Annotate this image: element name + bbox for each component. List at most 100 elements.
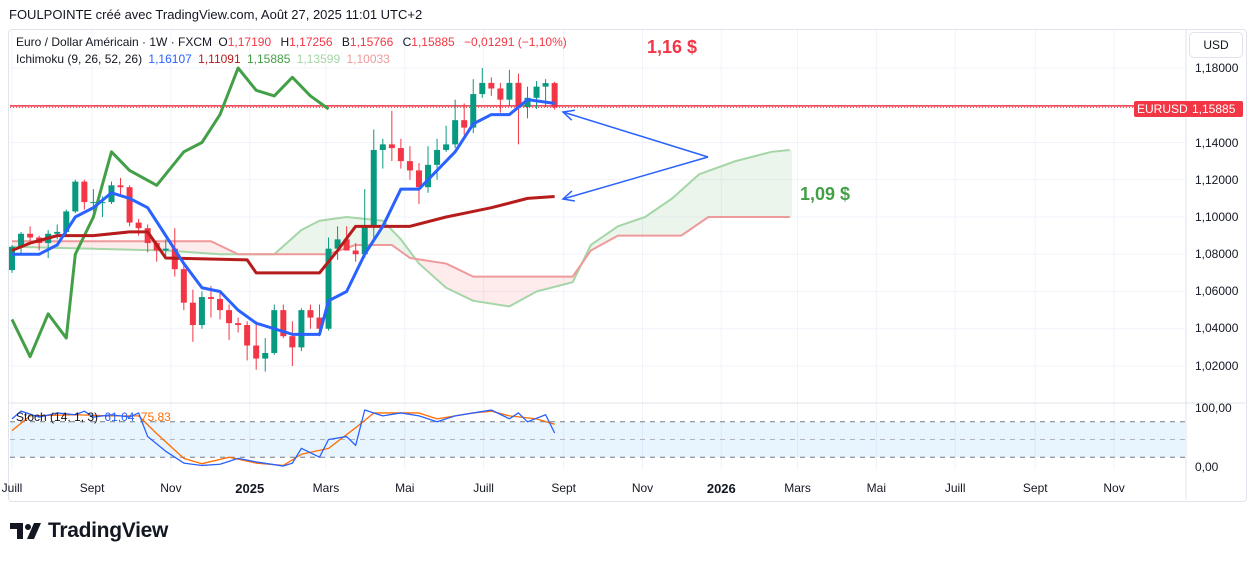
cloud-fill bbox=[462, 271, 465, 297]
cloud-fill bbox=[138, 241, 141, 250]
candle-body bbox=[506, 82, 513, 100]
cloud-fill bbox=[489, 276, 492, 304]
cloud-fill bbox=[120, 241, 123, 250]
cloud-fill bbox=[306, 226, 309, 255]
open-label: O bbox=[218, 35, 228, 49]
cloud-fill bbox=[717, 166, 720, 217]
cloud-fill bbox=[672, 195, 675, 236]
stoch-label[interactable]: Stoch (14, 1, 3) bbox=[16, 410, 99, 424]
cloud-fill bbox=[531, 276, 534, 295]
candle-body bbox=[280, 310, 287, 337]
cloud-fill bbox=[486, 276, 489, 304]
cloud-fill bbox=[69, 241, 72, 249]
cloud-fill bbox=[108, 241, 111, 250]
time-tick: Mars bbox=[312, 481, 340, 495]
candle-body bbox=[325, 248, 332, 329]
cloud-fill bbox=[204, 241, 207, 254]
cloud-fill bbox=[678, 190, 681, 236]
cloud-fill bbox=[300, 229, 303, 255]
cloud-fill bbox=[537, 276, 540, 292]
candle-body bbox=[425, 164, 432, 188]
candle-body bbox=[235, 323, 242, 326]
candle-body bbox=[307, 310, 314, 318]
candle-body bbox=[72, 181, 79, 212]
cloud-fill bbox=[180, 241, 183, 252]
cloud-fill bbox=[15, 241, 18, 247]
cloud-fill bbox=[312, 223, 315, 255]
candle-body bbox=[162, 248, 169, 251]
arrow-to-kijun bbox=[562, 156, 709, 200]
cloud-fill bbox=[453, 266, 456, 293]
cloud-fill bbox=[60, 241, 63, 249]
time-tick: Juill bbox=[473, 481, 494, 495]
cloud-fill bbox=[699, 173, 702, 224]
cloud-fill bbox=[405, 244, 408, 257]
cloud-fill bbox=[162, 241, 165, 251]
candle-body bbox=[217, 298, 224, 311]
currency-button[interactable]: USD bbox=[1189, 32, 1243, 58]
cloud-fill bbox=[444, 263, 447, 289]
price-tick: 1,06000 bbox=[1195, 284, 1239, 298]
candle-body bbox=[81, 181, 88, 203]
candle-body bbox=[551, 83, 558, 108]
cloud-fill bbox=[111, 241, 114, 250]
cloud-fill bbox=[768, 151, 771, 217]
time-tick: Mai bbox=[395, 481, 415, 495]
ichimoku-label[interactable]: Ichimoku (9, 26, 52, 26) bbox=[16, 52, 143, 66]
tradingview-logo: TradingView bbox=[10, 519, 168, 543]
kijun-sen-line bbox=[11, 195, 555, 275]
candle-body bbox=[90, 202, 97, 204]
candle-body bbox=[198, 297, 205, 326]
candle-body bbox=[406, 161, 413, 171]
symbol-legend: Euro / Dollar Américain · 1W · FXCM O1,1… bbox=[16, 35, 570, 49]
cloud-fill bbox=[201, 241, 204, 254]
time-tick: Nov bbox=[1103, 481, 1125, 495]
cloud-fill bbox=[522, 276, 525, 300]
cloud-fill bbox=[495, 276, 498, 305]
cloud-fill bbox=[132, 241, 135, 250]
cloud-fill bbox=[321, 220, 324, 255]
time-tick: Nov bbox=[631, 481, 654, 495]
cloud-fill bbox=[726, 163, 729, 217]
symbol-name[interactable]: Euro / Dollar Américain · 1W · FXCM bbox=[16, 35, 213, 49]
cloud-fill bbox=[114, 241, 117, 250]
cloud-fill bbox=[507, 276, 510, 307]
cloud-fill bbox=[666, 200, 669, 236]
cloud-fill bbox=[540, 276, 543, 291]
stoch-k-value: 61,04 bbox=[104, 410, 135, 424]
cloud-fill bbox=[474, 276, 477, 302]
candle-body bbox=[207, 297, 214, 299]
cloud-fill bbox=[702, 172, 705, 222]
cloud-fill bbox=[318, 220, 321, 255]
candle-body bbox=[126, 187, 133, 223]
cloud-fill bbox=[513, 276, 516, 305]
cloud-fill bbox=[471, 275, 474, 301]
close-value: 1,15885 bbox=[411, 35, 455, 49]
cloud-fill bbox=[558, 276, 561, 286]
cloud-fill bbox=[303, 227, 306, 255]
open-value: 1,17190 bbox=[227, 35, 272, 49]
candle-body bbox=[388, 144, 395, 149]
candle-body bbox=[343, 239, 350, 251]
cloud-fill bbox=[192, 241, 195, 253]
cloud-fill bbox=[654, 208, 657, 236]
candle-body bbox=[316, 317, 323, 329]
candle-body bbox=[289, 336, 296, 348]
chikou-span-line bbox=[10, 66, 330, 359]
cloud-fill bbox=[627, 222, 630, 236]
cloud-fill bbox=[144, 241, 147, 251]
candle-body bbox=[253, 345, 260, 359]
cloud-fill bbox=[294, 233, 297, 255]
candle-body bbox=[452, 120, 459, 145]
cloud-fill bbox=[102, 241, 105, 250]
cloud-fill bbox=[99, 241, 102, 249]
cloud-fill bbox=[705, 171, 708, 220]
time-tick: Nov bbox=[160, 481, 182, 495]
cloud-fill bbox=[750, 156, 753, 217]
cloud-fill bbox=[675, 193, 678, 236]
cloud-fill bbox=[96, 241, 99, 249]
cloud-fill bbox=[66, 241, 69, 249]
time-tick: Sept bbox=[551, 481, 577, 495]
stoch-tick: 0,00 bbox=[1195, 460, 1219, 474]
